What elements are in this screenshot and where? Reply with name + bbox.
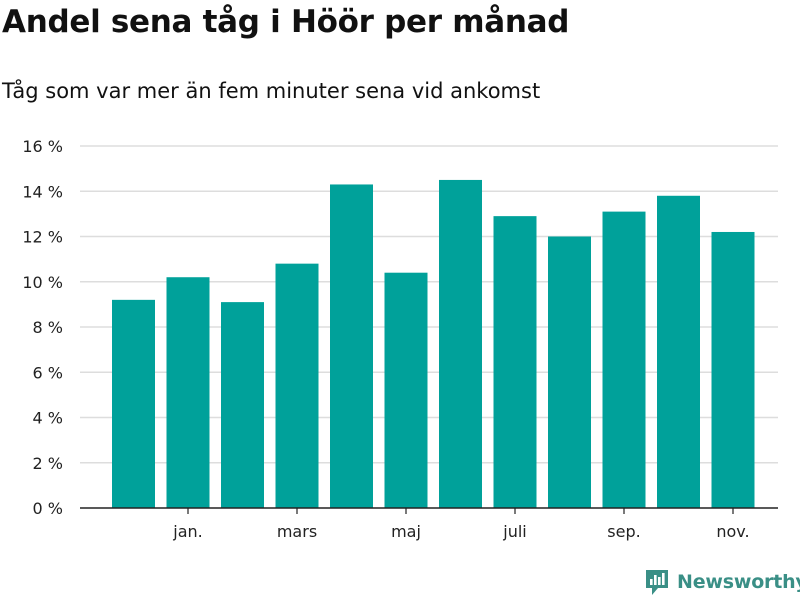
x-tick-label: mars (277, 522, 317, 541)
x-tick-label: sep. (607, 522, 640, 541)
y-tick-label: 8 % (33, 318, 63, 337)
bar-juni (439, 179, 482, 508)
bar-apr (330, 184, 373, 508)
bar-feb (221, 302, 264, 508)
y-tick-label: 2 % (33, 454, 63, 473)
bar-juli (493, 216, 537, 508)
bar-chart-logo-icon (646, 570, 668, 595)
y-tick-label: 6 % (33, 363, 63, 382)
y-tick-label: 12 % (22, 228, 63, 247)
y-tick-label: 16 % (22, 137, 63, 156)
x-tick-label: jan. (172, 522, 202, 541)
brand-logo: Newsworthy (644, 568, 800, 596)
chart-subtitle: Tåg som var mer än fem minuter sena vid … (2, 79, 541, 103)
y-tick-label: 4 % (33, 409, 63, 428)
chart-title: Andel sena tåg i Höör per månad (2, 4, 570, 40)
y-tick-label: 10 % (22, 273, 63, 292)
x-tick-label: maj (391, 522, 421, 541)
x-tick-label: nov. (716, 522, 749, 541)
bar-mars (275, 263, 319, 508)
x-tick-label: juli (502, 522, 526, 541)
bar-dec (112, 299, 155, 508)
bar-aug (548, 236, 591, 508)
bar-sep (602, 211, 646, 509)
bar-nov (711, 231, 755, 508)
brand-name: Newsworthy (677, 571, 800, 593)
bar-maj (384, 272, 428, 508)
y-tick-label: 0 % (33, 499, 63, 518)
bar-jan (166, 277, 210, 508)
y-tick-label: 14 % (22, 182, 63, 201)
bar-okt (657, 195, 700, 508)
